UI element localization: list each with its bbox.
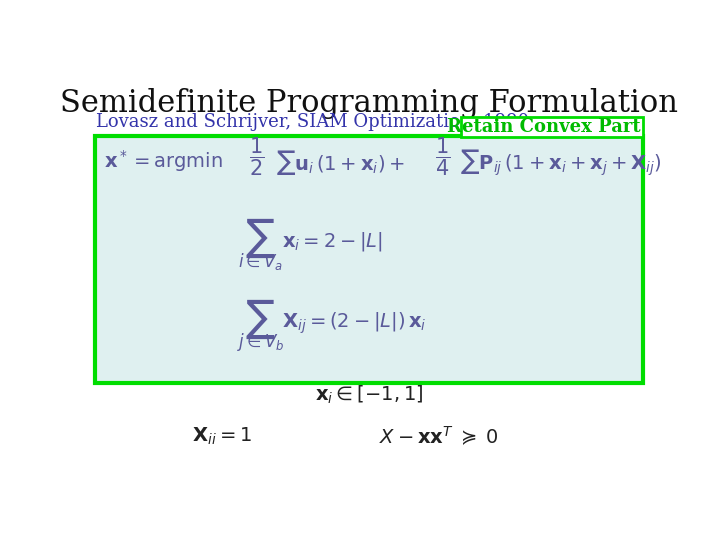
Text: $\dfrac{1}{4}$: $\dfrac{1}{4}$	[435, 136, 450, 178]
Text: $\mathbf{X}_{ii} = 1$: $\mathbf{X}_{ii} = 1$	[192, 426, 252, 447]
Text: Semidefinite Programming Formulation: Semidefinite Programming Formulation	[60, 88, 678, 119]
Text: $i \in V_a$: $i \in V_a$	[238, 251, 283, 272]
Text: $\mathbf{X}_{ij} = (2 - |L|)\, \mathbf{x}_i$: $\mathbf{X}_{ij} = (2 - |L|)\, \mathbf{x…	[282, 310, 427, 335]
Text: $\sum \mathbf{P}_{ij}\,(1 + \mathbf{x}_i + \mathbf{x}_j + \mathbf{X}_{ij})$: $\sum \mathbf{P}_{ij}\,(1 + \mathbf{x}_i…	[461, 147, 662, 178]
Text: Retain Convex Part: Retain Convex Part	[446, 118, 640, 136]
Text: $\mathbf{x}_i \in [-1, 1]$: $\mathbf{x}_i \in [-1, 1]$	[315, 383, 423, 406]
FancyBboxPatch shape	[96, 137, 642, 383]
FancyBboxPatch shape	[462, 117, 644, 137]
Text: $j \in V_b$: $j \in V_b$	[237, 331, 284, 353]
Text: $\mathbf{x}_i = 2 - |L|$: $\mathbf{x}_i = 2 - |L|$	[282, 231, 383, 253]
Text: Lovasz and Schrijver, SIAM Optimization, 1990: Lovasz and Schrijver, SIAM Optimization,…	[96, 112, 529, 131]
Text: $\sum$: $\sum$	[246, 298, 276, 341]
Text: $\sum$: $\sum$	[246, 217, 276, 260]
Text: $\sum \mathbf{u}_i\,(1 + \mathbf{x}_i) +$: $\sum \mathbf{u}_i\,(1 + \mathbf{x}_i) +…	[276, 148, 405, 177]
Text: $\mathbf{x}^* = \mathrm{argmin}$: $\mathbf{x}^* = \mathrm{argmin}$	[104, 148, 222, 174]
Text: $X - \mathbf{x}\mathbf{x}^T \;\succeq\; 0$: $X - \mathbf{x}\mathbf{x}^T \;\succeq\; …	[379, 424, 499, 448]
Text: $\dfrac{1}{2}$: $\dfrac{1}{2}$	[249, 136, 264, 178]
